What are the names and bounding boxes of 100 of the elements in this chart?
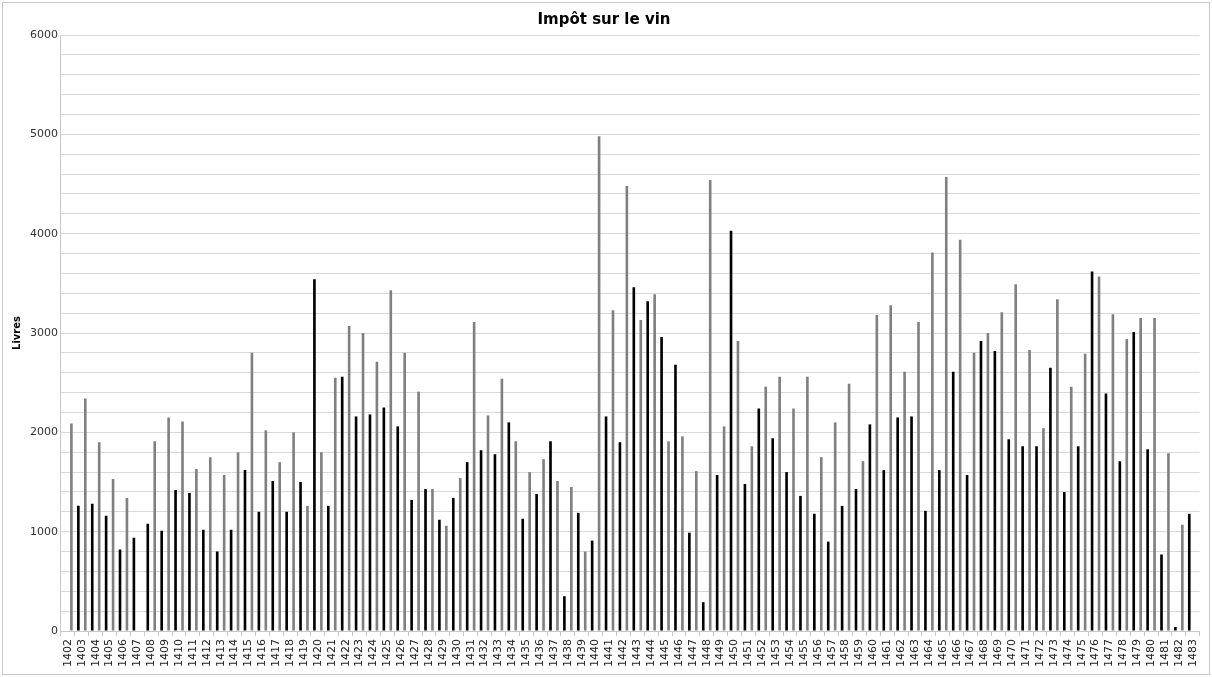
x-tick-label: 1453 (769, 639, 783, 668)
x-tick-label: 1427 (407, 639, 421, 668)
bar (403, 352, 407, 631)
bar (1000, 312, 1004, 631)
bar (910, 416, 913, 631)
x-tick-label: 1467 (963, 639, 977, 668)
bar (292, 432, 295, 631)
bar (215, 551, 219, 631)
x-tick-label: 1433 (491, 639, 505, 668)
bar (195, 469, 198, 631)
bar (674, 364, 677, 631)
bar (813, 513, 816, 631)
x-tick-label: 1446 (671, 639, 685, 668)
bar (1132, 332, 1136, 631)
x-tick-label: 1411 (185, 639, 199, 668)
x-tick-label: 1422 (338, 639, 352, 668)
bar (285, 511, 288, 631)
y-tick-label: 3000 (29, 325, 58, 339)
bar (944, 177, 948, 631)
x-tick-label: 1445 (657, 639, 671, 668)
bar (1014, 284, 1018, 631)
bar (542, 459, 545, 631)
bar (903, 371, 906, 631)
x-tick-label: 1403 (74, 639, 88, 668)
x-tick-label: 1430 (449, 639, 463, 668)
bar (660, 336, 663, 631)
x-tick-label: 1458 (838, 639, 852, 668)
x-tick-label: 1436 (532, 639, 546, 668)
x-tick-label: 1465 (935, 639, 949, 668)
x-tick-label: 1421 (324, 639, 338, 668)
bar (535, 493, 538, 631)
x-tick-label: 1441 (602, 639, 616, 668)
x-tick-label: 1418 (282, 639, 296, 668)
bar (1062, 491, 1066, 631)
x-tick-label: 1417 (269, 639, 283, 668)
bar (153, 441, 157, 631)
bar (882, 470, 886, 631)
x-tick-label: 1459 (852, 639, 866, 668)
bar (778, 376, 781, 631)
x-tick-label: 1437 (546, 639, 560, 668)
x-tick-label: 1440 (588, 639, 602, 668)
x-tick-label: 1425 (380, 639, 394, 668)
x-tick-label: 1476 (1088, 639, 1102, 668)
x-tick-label: 1438 (560, 639, 574, 668)
bar (208, 457, 212, 631)
x-tick-label: 1424 (366, 639, 380, 668)
bar (340, 376, 344, 631)
bar (1167, 453, 1170, 631)
x-tick-label: 1483 (1185, 639, 1199, 668)
bar (458, 478, 462, 631)
x-tick-label: 1461 (880, 639, 894, 668)
bar (681, 436, 684, 631)
x-tick-label: 1469 (991, 639, 1005, 668)
x-tick-label: 1471 (1018, 639, 1032, 668)
bar (396, 426, 400, 631)
bar (924, 510, 927, 631)
bar (521, 518, 525, 631)
bar (97, 442, 101, 631)
bar (771, 438, 774, 631)
x-tick-label: 1407 (130, 639, 144, 668)
bar (1153, 318, 1156, 631)
x-tick-label: 1475 (1074, 639, 1088, 668)
x-tick-label: 1455 (796, 639, 810, 668)
x-tick-label: 1460 (866, 639, 880, 668)
bar (701, 602, 705, 631)
x-tick-label: 1429 (435, 639, 449, 668)
bar (563, 596, 566, 631)
bar (1187, 513, 1191, 631)
x-tick-label: 1423 (352, 639, 366, 668)
bar (1174, 627, 1177, 631)
x-tick-label: 1474 (1060, 639, 1074, 668)
bar (1056, 299, 1059, 631)
x-tick-label: 1404 (88, 639, 102, 668)
x-tick-label: 1462 (893, 639, 907, 668)
x-tick-label: 1456 (810, 639, 824, 668)
x-tick-label: 1432 (477, 639, 491, 668)
x-tick-label: 1405 (102, 639, 116, 668)
bar (1139, 318, 1142, 631)
bar (202, 529, 205, 631)
x-tick-label: 1464 (921, 639, 935, 668)
bar (299, 482, 302, 631)
bar (1035, 446, 1038, 631)
x-tick-label: 1442 (616, 639, 630, 668)
x-tick-label: 1443 (630, 639, 644, 668)
x-tick-label: 1414 (227, 639, 241, 668)
x-tick-label: 1426 (394, 639, 408, 668)
x-tick-label: 1444 (644, 639, 658, 668)
bar (1076, 446, 1080, 631)
bar (792, 408, 795, 631)
x-tick-label: 1479 (1130, 639, 1144, 668)
y-axis-title: Livres (10, 315, 22, 350)
chart-title: Impôt sur le vin (537, 9, 671, 28)
bar (694, 471, 698, 631)
x-tick-label: 1463 (907, 639, 921, 668)
bar (188, 492, 191, 631)
bar (90, 503, 94, 631)
bar (917, 322, 920, 631)
bar (889, 305, 893, 631)
x-tick-label: 1482 (1171, 639, 1185, 668)
bar (764, 386, 768, 631)
